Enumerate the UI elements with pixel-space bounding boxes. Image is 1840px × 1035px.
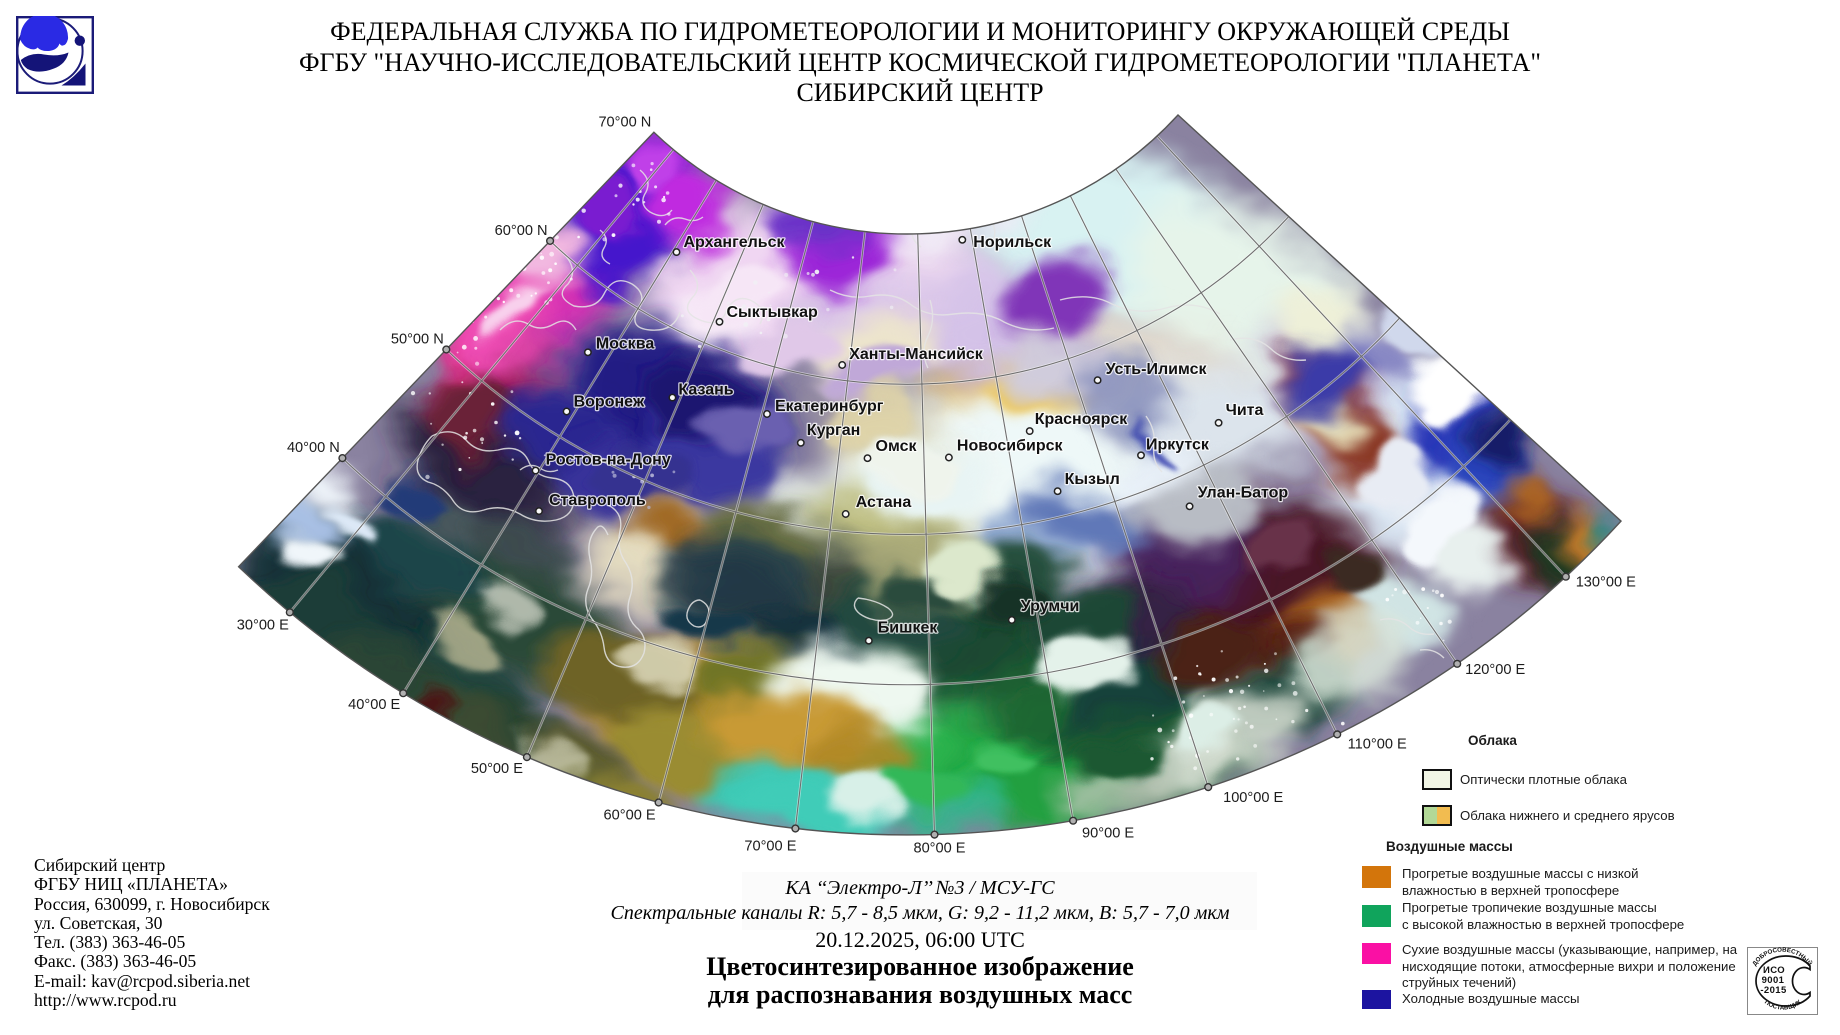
svg-text:80°00 E: 80°00 E <box>913 841 965 857</box>
svg-text:70°00 N: 70°00 N <box>598 114 651 130</box>
svg-text:Омск: Омск <box>876 438 918 455</box>
svg-text:Ростов-на-Дону: Ростов-на-Дону <box>546 452 671 469</box>
svg-text:Ханты-Мансийск: Ханты-Мансийск <box>849 346 984 363</box>
svg-text:Новосибирск: Новосибирск <box>957 438 1064 455</box>
svg-text:130°00 E: 130°00 E <box>1576 575 1636 591</box>
svg-text:Курган: Курган <box>807 422 860 439</box>
svg-text:40°00 N: 40°00 N <box>287 440 340 456</box>
svg-text:Воронеж: Воронеж <box>574 394 645 411</box>
svg-text:Сыктывкар: Сыктывкар <box>727 304 818 321</box>
svg-text:Чита: Чита <box>1226 402 1264 419</box>
svg-text:Астана: Астана <box>856 494 912 511</box>
svg-text:120°00 E: 120°00 E <box>1465 662 1525 678</box>
svg-text:Улан-Батор: Улан-Батор <box>1198 484 1289 501</box>
svg-text:Урумчи: Урумчи <box>1021 598 1080 615</box>
svg-text:90°00 E: 90°00 E <box>1082 826 1134 842</box>
svg-text:Кызыл: Кызыл <box>1065 471 1120 488</box>
svg-text:60°00 N: 60°00 N <box>495 223 548 239</box>
svg-text:Екатеринбург: Екатеринбург <box>775 398 884 415</box>
svg-text:Красноярск: Красноярск <box>1035 411 1129 428</box>
svg-text:ИСО: ИСО <box>1763 965 1785 976</box>
svg-text:30°00 E: 30°00 E <box>237 617 289 633</box>
svg-text:Ставрополь: Ставрополь <box>549 492 646 509</box>
svg-text:Москва: Москва <box>596 335 654 352</box>
svg-text:-2015: -2015 <box>1760 985 1787 996</box>
svg-text:60°00 E: 60°00 E <box>604 808 656 824</box>
svg-text:9001: 9001 <box>1762 975 1785 986</box>
svg-text:40°00 E: 40°00 E <box>348 697 400 713</box>
svg-text:100°00 E: 100°00 E <box>1223 790 1283 806</box>
svg-text:50°00 N: 50°00 N <box>391 332 444 348</box>
svg-text:110°00 E: 110°00 E <box>1348 736 1407 752</box>
svg-text:70°00 E: 70°00 E <box>744 839 796 855</box>
svg-text:Усть-Илимск: Усть-Илимск <box>1106 361 1208 378</box>
svg-text:50°00 E: 50°00 E <box>471 761 523 777</box>
svg-text:Бишкек: Бишкек <box>878 620 939 637</box>
svg-text:Архангельск: Архангельск <box>684 234 786 251</box>
svg-text:Норильск: Норильск <box>973 234 1052 251</box>
svg-text:Казань: Казань <box>678 382 733 399</box>
svg-text:Иркутск: Иркутск <box>1146 436 1210 453</box>
